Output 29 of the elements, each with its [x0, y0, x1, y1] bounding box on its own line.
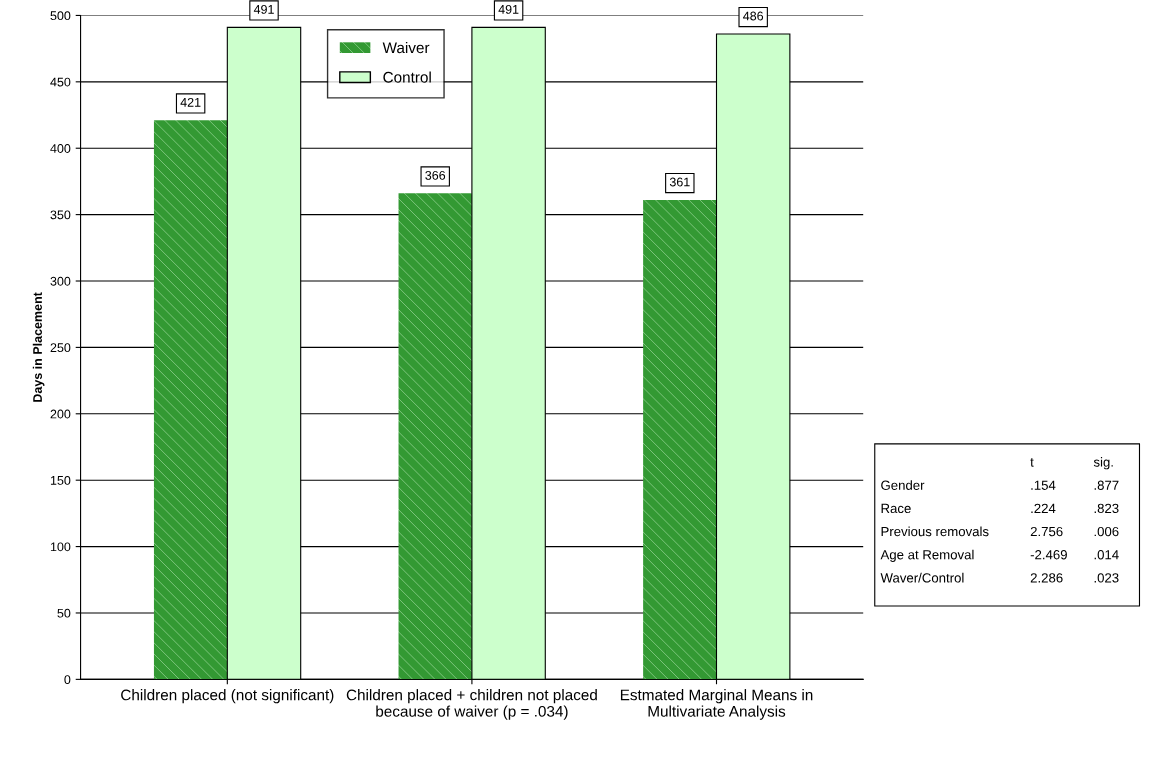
text: Gender .154 .877: [881, 480, 1119, 490]
text: Previous removals 2.756 .006: [881, 526, 1119, 537]
y-tick-label: 300: [50, 276, 71, 286]
text: Race .224 .823: [881, 503, 1119, 514]
y-axis-title: Days in Placement: [32, 292, 45, 402]
y-tick-label: 0: [64, 675, 71, 685]
data-label: 421: [180, 97, 201, 107]
legend-label: Waiver: [382, 41, 430, 54]
data-label: 361: [669, 177, 690, 187]
y-tick-label: 350: [50, 210, 71, 220]
x-tick-label: Children placed + children not placed because of waiver (p = .034): [346, 689, 597, 720]
data-label: 491: [253, 4, 274, 14]
data-label: 491: [498, 4, 519, 14]
x-tick-label: Estmated Marginal Means in Multivariate Analysis: [620, 689, 813, 720]
y-tick-label: 100: [50, 542, 71, 552]
text: Waver/Control 2.286 .023: [880, 572, 1119, 583]
y-tick-label: 250: [50, 343, 71, 353]
text: Age at Removal -2.469 .014: [880, 549, 1119, 562]
x-tick-label: Children placed (not significant): [121, 689, 334, 704]
data-label: 366: [425, 170, 446, 180]
y-tick-label: 450: [50, 77, 71, 87]
legend-label: Control: [383, 71, 431, 83]
y-tick-label: 50: [57, 608, 71, 618]
y-tick-label: 200: [50, 409, 71, 419]
text: t sig.: [1030, 457, 1113, 470]
y-tick-label: 150: [50, 475, 71, 485]
y-tick-label: 400: [50, 144, 71, 153]
data-label: 486: [743, 11, 764, 21]
y-tick-label: 500: [50, 11, 71, 21]
